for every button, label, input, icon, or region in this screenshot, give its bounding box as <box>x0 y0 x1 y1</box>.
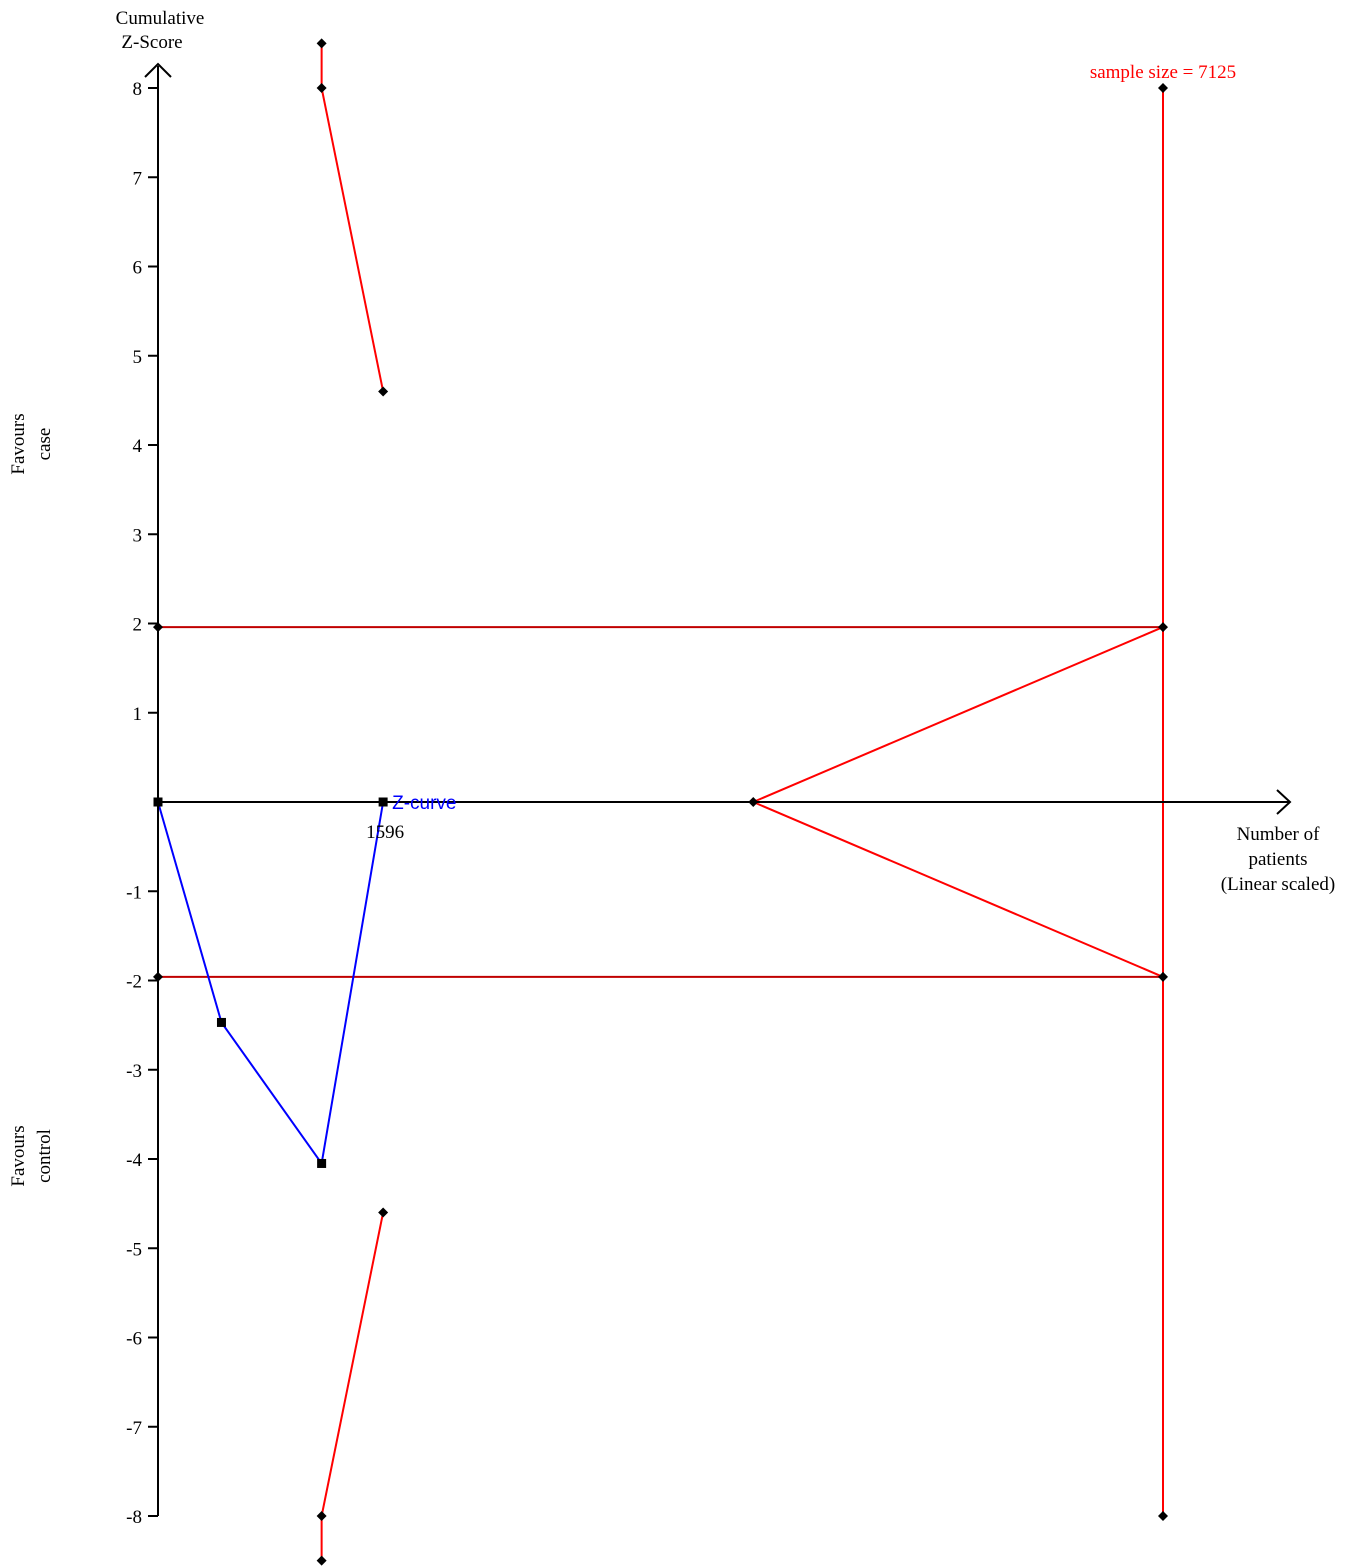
y-tick-label: -7 <box>126 1418 142 1439</box>
y-tick-label: -2 <box>126 972 142 993</box>
required-sample-size-label: sample size = 7125 <box>1090 62 1236 83</box>
y-tick-label: 6 <box>133 258 143 279</box>
y-axis-ticks: -8 -7 -6 -5 -4 -3 -2 -1 1 2 3 4 5 6 7 8 <box>126 79 158 1528</box>
y-tick-label: 4 <box>133 436 143 457</box>
favours-case-label-line-2: case <box>34 428 55 461</box>
y-tick-label: 8 <box>133 79 143 100</box>
y-axis-label-line-1: Cumulative <box>116 8 205 29</box>
y-tick-label: 5 <box>133 347 143 368</box>
y-tick-label: -1 <box>126 882 142 903</box>
y-tick-label: -8 <box>126 1507 142 1528</box>
y-tick-label: -4 <box>126 1150 142 1171</box>
favours-control-label-line-1: Favours <box>8 1125 29 1186</box>
monitoring-boundary-lower-marker <box>316 1511 327 1521</box>
y-tick-label: -5 <box>126 1239 142 1260</box>
monitoring-boundary-upper-marker <box>316 83 327 93</box>
z-curve-line <box>157 801 385 1167</box>
required-sample-size-top-marker <box>1158 83 1168 93</box>
y-tick-label: 7 <box>133 168 143 189</box>
monitoring-boundary-lower-line <box>320 1212 385 1561</box>
y-tick-label: -6 <box>126 1329 142 1350</box>
x-axis-label-line-2: patients <box>1248 849 1307 870</box>
y-tick-label: -3 <box>126 1061 142 1082</box>
favours-case-label-line-1: Favours <box>8 413 29 474</box>
z-curve-point <box>317 1158 327 1168</box>
monitoring-boundary-lower-marker <box>378 1207 389 1218</box>
x-axis-arrowhead <box>1276 789 1292 815</box>
z-curve-end-value-label: 1596 <box>366 822 404 843</box>
favours-control-label-line-2: control <box>34 1129 55 1183</box>
x-axis-label-line-1: Number of <box>1237 824 1321 845</box>
plot-marks <box>153 38 1168 1566</box>
conventional-boundary-end-marker <box>1158 971 1168 982</box>
futility-boundary-lower <box>752 801 1164 978</box>
y-tick-label: 2 <box>133 615 143 636</box>
y-tick-label: 1 <box>133 704 143 725</box>
z-curve-point <box>216 1017 226 1027</box>
required-sample-size-bottom-marker <box>1158 1511 1168 1521</box>
y-axis-label-line-2: Z-Score <box>121 32 182 53</box>
monitoring-boundary-lower-marker <box>316 1555 327 1566</box>
y-tick-label: 3 <box>133 525 143 546</box>
monitoring-boundary-upper-marker <box>316 38 327 49</box>
monitoring-boundary-upper-line <box>320 43 385 392</box>
z-curve-series-label: Z-curve <box>392 793 456 814</box>
monitoring-boundary-upper-marker <box>378 386 389 397</box>
futility-boundary-upper <box>752 626 1164 803</box>
x-axis-label-line-3: (Linear scaled) <box>1221 874 1335 895</box>
conventional-boundary-end-marker <box>1158 622 1168 633</box>
y-axis-arrowhead <box>144 62 172 78</box>
